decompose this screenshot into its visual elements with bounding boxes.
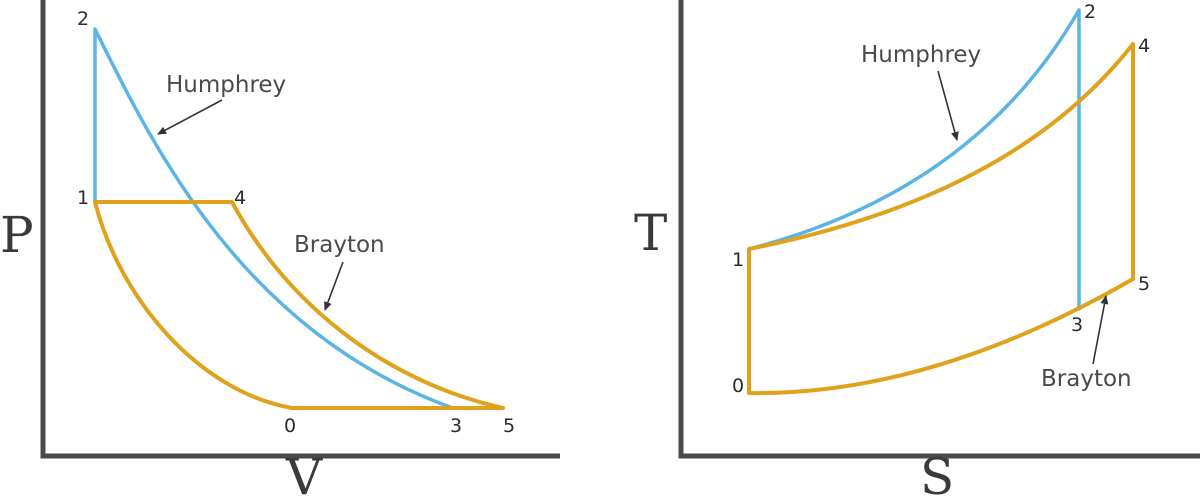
ts-point-0: 0 bbox=[732, 375, 744, 397]
ts-y-axis-label: T bbox=[634, 204, 667, 262]
ts-point-4: 4 bbox=[1138, 35, 1150, 57]
ts-point-1: 1 bbox=[732, 249, 744, 271]
pv-point-5: 5 bbox=[503, 415, 515, 437]
pv-point-2: 2 bbox=[77, 8, 89, 30]
pv-brayton-arrow bbox=[324, 261, 344, 311]
pv-brayton-label: Brayton bbox=[294, 232, 385, 258]
pv-humphrey-cycle bbox=[93, 27, 452, 409]
pv-point-0: 0 bbox=[284, 415, 296, 437]
ts-point-3: 3 bbox=[1071, 314, 1083, 336]
pv-humphrey-label: Humphrey bbox=[166, 72, 286, 98]
ts-x-axis-label: S bbox=[920, 448, 954, 496]
pv-humphrey-arrow bbox=[157, 99, 223, 135]
pv-axes bbox=[40, 0, 560, 459]
pv-x-axis-label: V bbox=[285, 448, 323, 496]
pv-point-3: 3 bbox=[450, 415, 462, 437]
pv-diagram: P V 2 1 4 0 3 5 Humphrey Brayton bbox=[0, 0, 560, 496]
ts-point-2: 2 bbox=[1084, 1, 1096, 23]
pv-point-1: 1 bbox=[77, 187, 89, 209]
ts-brayton-arrow bbox=[1092, 295, 1109, 365]
ts-humphrey-label: Humphrey bbox=[861, 42, 981, 68]
ts-humphrey-arrow bbox=[937, 70, 959, 141]
ts-diagram: T S 2 4 1 5 3 0 Humphrey Brayton bbox=[634, 0, 1200, 496]
pv-brayton-cycle bbox=[93, 200, 505, 410]
ts-point-5: 5 bbox=[1138, 273, 1150, 295]
pv-y-axis-label: P bbox=[0, 206, 34, 264]
ts-brayton-label: Brayton bbox=[1041, 366, 1132, 392]
ts-brayton-cycle bbox=[747, 42, 1135, 396]
ts-humphrey-cycle bbox=[747, 8, 1081, 311]
pv-point-4: 4 bbox=[234, 187, 246, 209]
ts-axes bbox=[678, 0, 1200, 459]
